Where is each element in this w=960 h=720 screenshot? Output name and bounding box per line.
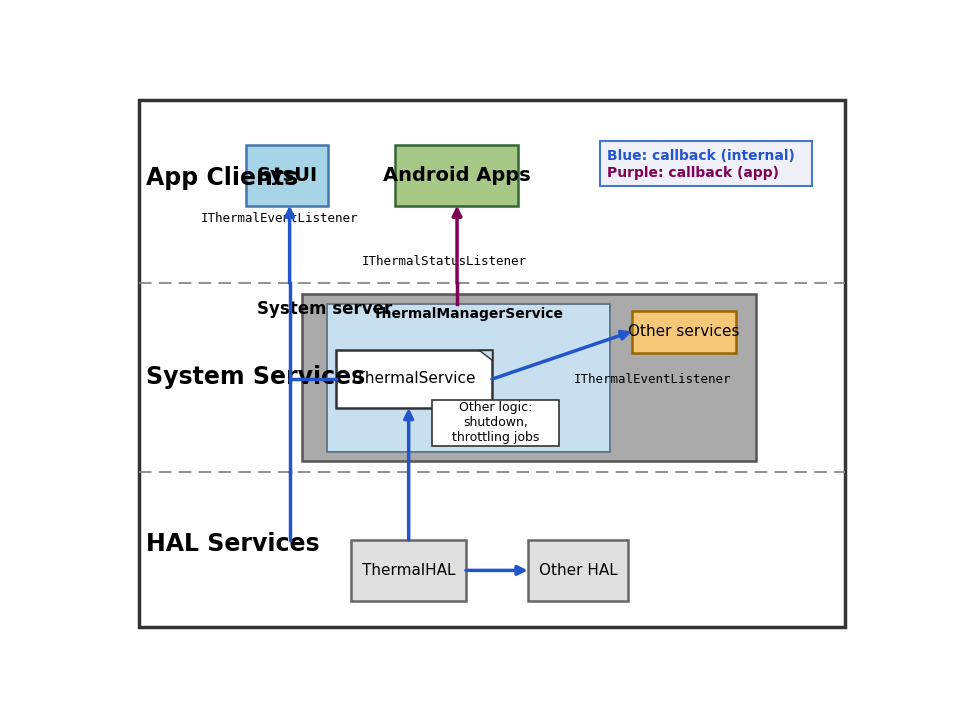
Text: System server: System server <box>257 300 393 318</box>
Text: Purple: callback (app): Purple: callback (app) <box>608 166 780 180</box>
Text: ThermalHAL: ThermalHAL <box>362 563 455 578</box>
Bar <box>326 304 610 452</box>
Text: ThermalManagerService: ThermalManagerService <box>372 307 564 321</box>
Text: IThermalService: IThermalService <box>351 372 476 387</box>
Bar <box>432 400 559 446</box>
Bar <box>350 540 466 601</box>
Text: IThermalStatusListener: IThermalStatusListener <box>362 255 527 268</box>
Text: HAL Services: HAL Services <box>146 532 320 556</box>
Bar <box>396 145 518 206</box>
Polygon shape <box>479 350 492 360</box>
Bar <box>336 350 492 408</box>
Bar <box>302 294 756 461</box>
Text: Other HAL: Other HAL <box>539 563 617 578</box>
Bar <box>632 311 736 353</box>
Text: App Clients: App Clients <box>146 166 299 190</box>
Text: Blue: callback (internal): Blue: callback (internal) <box>608 149 795 163</box>
Text: IThermalEventListener: IThermalEventListener <box>201 212 358 225</box>
Text: System Services: System Services <box>146 366 366 390</box>
Text: IThermalEventListener: IThermalEventListener <box>574 373 732 386</box>
Text: Android Apps: Android Apps <box>383 166 531 184</box>
Bar <box>600 140 812 186</box>
Text: SysUI: SysUI <box>257 166 318 184</box>
Text: Other logic:
shutdown,
throttling jobs: Other logic: shutdown, throttling jobs <box>452 402 540 444</box>
Bar <box>247 145 328 206</box>
Bar <box>528 540 628 601</box>
Text: Other services: Other services <box>628 324 740 339</box>
